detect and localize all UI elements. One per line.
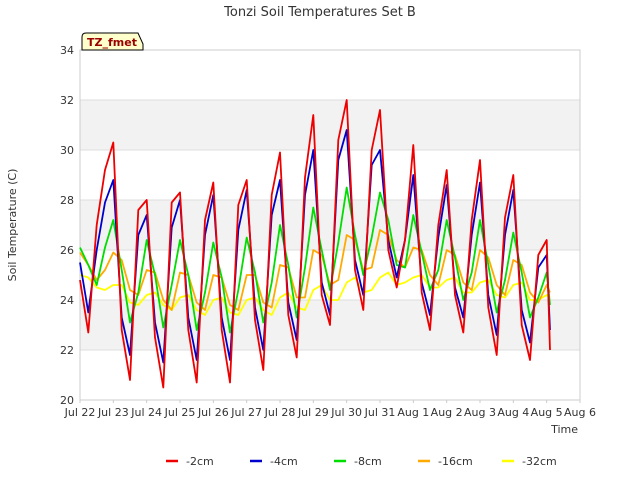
plot-band	[80, 200, 580, 250]
series-line-minus-2cm	[79, 99, 551, 389]
legend: -2cm -4cm -8cm -16cm -32cm	[166, 455, 557, 468]
legend-label: -32cm	[522, 455, 557, 468]
x-tick-label: Aug 1	[397, 406, 429, 419]
x-tick-label: Jul 27	[230, 406, 262, 419]
series-line-minus-16cm	[79, 229, 551, 311]
legend-label: -4cm	[270, 455, 298, 468]
y-tick-label: 20	[60, 394, 74, 407]
x-tick-label: Jul 26	[197, 406, 229, 419]
y-tick-label: 32	[60, 94, 74, 107]
series-lines	[79, 99, 551, 389]
y-tick-label: 34	[60, 44, 74, 57]
chart-title: Tonzi Soil Temperatures Set B	[223, 5, 416, 20]
y-tick-label: 26	[60, 244, 74, 257]
legend-label: -16cm	[438, 455, 473, 468]
y-axis-label: Soil Temperature (C)	[6, 169, 19, 282]
x-tick-label: Aug 4	[497, 406, 529, 419]
x-tick-label: Jul 24	[130, 406, 162, 419]
x-tick-label: Jul 22	[64, 406, 96, 419]
x-tick-label: Jul 31	[364, 406, 396, 419]
x-tick-label: Aug 3	[464, 406, 496, 419]
x-tick-label: Aug 5	[531, 406, 563, 419]
x-tick-label: Jul 25	[164, 406, 196, 419]
x-axis: Jul 22 Jul 23 Jul 24 Jul 25 Jul 26 Jul 27 Jul …	[64, 400, 596, 419]
plot-band	[80, 100, 580, 150]
site-badge: TZ_fmet	[81, 32, 144, 51]
y-tick-label: 28	[60, 194, 74, 207]
legend-label: -2cm	[186, 455, 214, 468]
y-tick-label: 24	[60, 294, 74, 307]
x-tick-label: Aug 6	[564, 406, 596, 419]
y-tick-label: 22	[60, 344, 74, 357]
plot-frame	[79, 49, 581, 401]
site-badge-label: TZ_fmet	[87, 36, 137, 49]
x-tick-label: Jul 23	[97, 406, 129, 419]
y-axis: 20 22 24 26 28 30 32 34	[60, 44, 74, 407]
x-tick-label: Jul 30	[330, 406, 362, 419]
legend-label: -8cm	[354, 455, 382, 468]
x-tick-label: Aug 2	[431, 406, 463, 419]
x-axis-label: Time	[550, 423, 578, 436]
x-tick-label: Jul 28	[264, 406, 296, 419]
x-tick-label: Jul 29	[297, 406, 329, 419]
y-tick-label: 30	[60, 144, 74, 157]
